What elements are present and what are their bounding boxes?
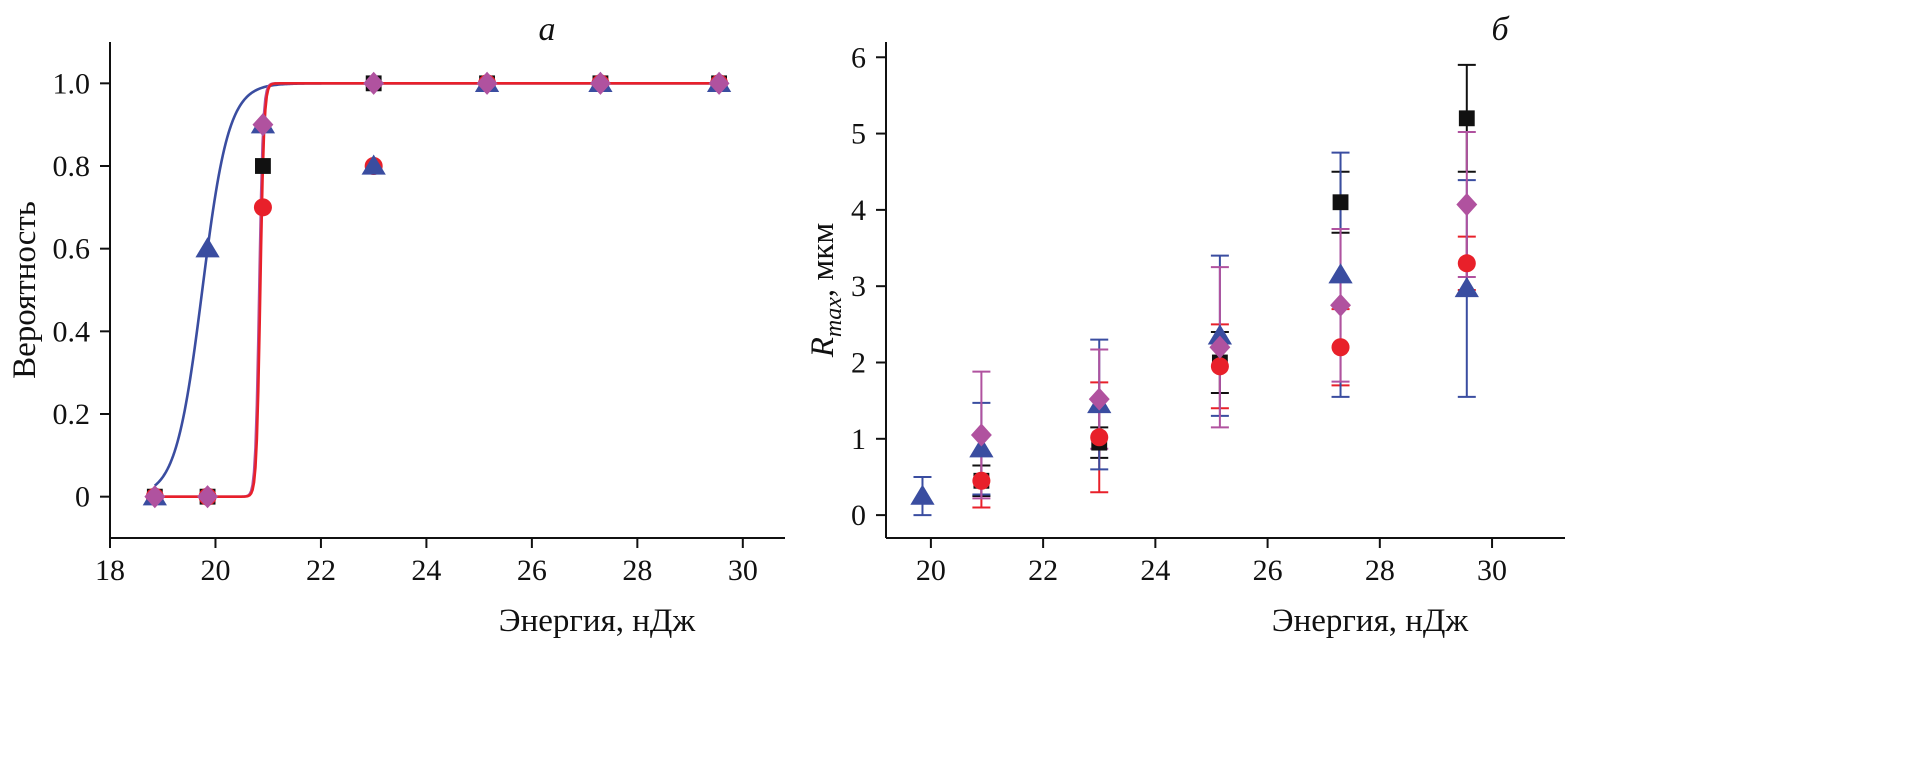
panel-b-diamond-point [970,423,992,447]
panel-a-diamond-point [476,71,498,95]
panel-a-y-tick-label: 0.6 [53,233,91,266]
panel-b-y-tick-label: 0 [851,499,866,532]
panel-a-square-point [255,158,271,174]
panel-a-x-tick-label: 28 [622,554,652,587]
panel-a-x-tick-label: 24 [411,554,441,587]
panel-b-y-tick-label: 1 [851,423,866,456]
panel-b-circle-point [1090,428,1109,447]
panel-b-y-tick-label: 6 [851,41,866,74]
panel-b-label: б [1491,11,1510,48]
panel-a-x-axis-title: Энергия, нДж [499,603,696,639]
panel-b-square-point [1458,110,1475,127]
panel-a-x-tick-label: 22 [306,554,336,587]
panel-a-x-tick-label: 26 [517,554,547,587]
panel-b-diamond-point [1456,192,1478,217]
panel-a-diamond-point [589,71,611,95]
panel-b-x-tick-label: 28 [1365,554,1395,587]
panel-b-triangle-point [910,484,935,505]
panel-b-triangle-point [1454,276,1479,298]
panel-a-fit-curve [154,82,722,498]
panel-a-y-tick-label: 0.8 [53,150,91,183]
panel-a-x-tick-label: 30 [728,554,758,587]
panel-b-diamond-point [1330,293,1351,317]
panel-a-y-tick-label: 1.0 [53,67,91,100]
panel-b-y-tick-label: 4 [851,194,866,227]
panel-b-triangle-point [969,437,994,458]
panel-b-circle-point [972,471,991,490]
panel-b-circle-point [1210,357,1229,376]
panel-b-y-axis-title: Rmax, мкм [805,223,847,359]
panel-a-fit-curve [154,82,722,498]
panel-b-circle-point [1457,254,1476,273]
panel-a-y-tick-label: 0.2 [53,398,91,431]
panel-a-fit-curve [153,82,722,487]
panel-b-y-axis-title-main: R [805,337,841,358]
panel-a-x-tick-label: 18 [95,554,125,587]
panel-b-y-tick-label: 2 [851,346,866,379]
panel-b-x-tick-label: 20 [916,554,946,587]
panel-a-plot: 18 20 22 24 26 28 30 0 0.2 0.4 0.6 0.8 1.0 Энергия, н… [7,42,785,639]
panel-b-x-tick-label: 24 [1140,554,1170,587]
panel-b-y-axis-title-unit: , мкм [805,223,841,297]
panel-a-circle-point [253,198,272,217]
panel-a-diamond-point [144,485,166,509]
panel-b-circle-point [1331,338,1350,357]
panel-b-diamond-point [1088,387,1110,411]
panel-a-diamond-point [363,71,385,95]
panel-b-x-tick-label: 22 [1028,554,1058,587]
panel-a-diamond-point [197,485,219,509]
panel-a-diamond-point [708,71,730,95]
panel-a-diamond-point [252,113,274,137]
panel-b-diamond-point [1209,335,1231,359]
panel-b-x-axis-title: Энергия, нДж [1272,603,1469,639]
panel-b-plot: 20 22 24 26 28 30 0 1 2 3 4 5 6 Энергия, нДж Rmax, мкм [805,41,1565,639]
panel-a-y-tick-label: 0.4 [53,315,91,348]
panel-a-label: a [539,11,556,48]
panel-a-y-axis-title: Вероятность [7,201,43,379]
panel-b-x-tick-label: 30 [1477,554,1507,587]
panel-b-triangle-point [1207,324,1233,345]
panel-a-triangle-point [195,237,220,258]
panel-b-y-tick-label: 5 [851,118,866,151]
panel-a-x-tick-label: 20 [200,554,230,587]
panel-a-y-tick-label: 0 [75,481,90,514]
panel-b-y-tick-label: 3 [851,270,866,303]
panel-b-y-axis-title-sub: max [821,297,847,337]
panel-a-triangle-point [361,154,386,175]
panel-b-x-tick-label: 26 [1253,554,1283,587]
panel-b-triangle-point [1328,263,1353,284]
panel-b-square-point [1332,194,1349,211]
